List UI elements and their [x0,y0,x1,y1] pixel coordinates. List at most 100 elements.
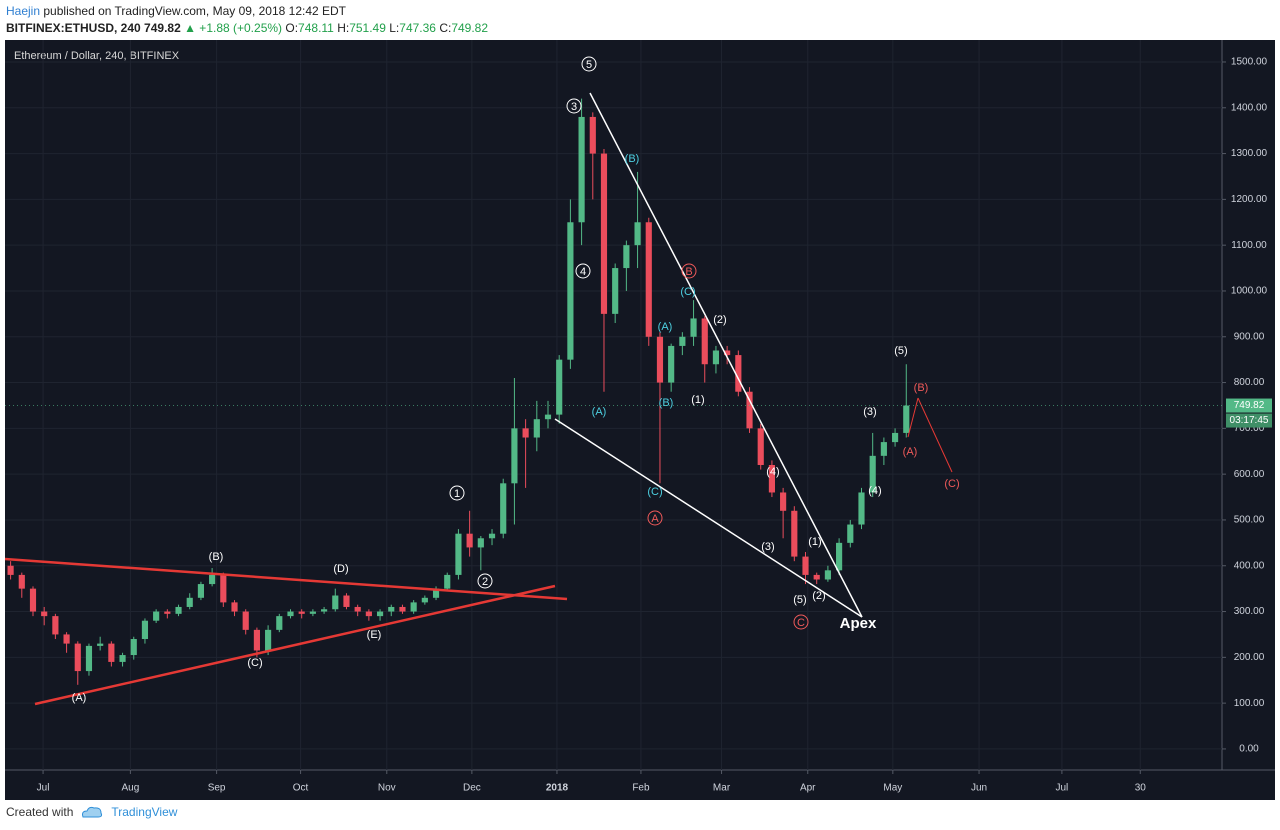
candle-body [455,533,462,575]
candle-body [500,483,507,534]
candle-body [332,595,339,610]
candle-body [623,245,630,269]
h-label: H: [337,21,350,35]
candle-body [97,643,104,646]
candle-body [343,595,350,607]
header: Haejin published on TradingView.com, May… [6,3,488,37]
candle-body [432,588,440,598]
last-price-box [1226,398,1272,413]
candle-body [376,611,384,617]
wave-label: (C) [647,486,662,498]
candle-body [209,574,216,585]
countdown: 03:17:45 [1230,415,1269,426]
candle-body [253,629,260,651]
wave-label: (B) [625,153,640,165]
wave-label: 3 [571,101,577,113]
wave-label: (5) [793,594,806,606]
candle-body [656,336,664,383]
wave-circle [575,263,591,279]
candle-body [880,442,887,456]
candle-body [287,611,294,617]
candle-body [298,611,305,614]
candle-body [153,611,160,621]
wave-circle [681,263,697,279]
wave-circle [566,98,582,114]
candle-body [231,602,238,612]
symbol: BITFINEX:ETHUSD, 240 [6,21,141,35]
wave-label: (B) [914,382,929,394]
y-tick-label: 1100.00 [1231,240,1267,251]
x-tick-label: Apr [800,783,816,794]
candle-body [477,538,484,548]
x-tick-label: 30 [1135,783,1147,794]
x-tick-label: Sep [208,783,226,794]
candle-body [309,611,316,614]
y-tick-label: 100.00 [1234,698,1265,709]
wave-label: (2) [812,590,825,602]
wave-label: (2) [713,314,726,326]
c-label: C: [439,21,452,35]
candle-body [869,455,876,493]
wave-label: C [797,617,805,629]
candle-body [52,616,59,635]
candle-body [7,565,14,575]
candle-body [466,533,473,548]
candle-body [712,350,720,365]
candle-body [735,355,742,392]
trend-line [34,584,556,706]
candle-body [589,116,596,154]
candle-body [85,645,93,672]
candle-body [556,359,563,415]
candle-body [701,318,708,365]
wave-circle [581,56,597,72]
brand-logo [82,806,103,818]
candle-body [444,574,451,589]
x-tick-label: Nov [378,783,396,794]
o-label: O: [285,21,299,35]
trend-line [907,397,919,438]
candle-body [612,268,619,314]
wave-label: B [685,266,692,278]
candle-body [802,556,809,575]
wave-label: (3) [863,406,876,418]
candle-body [847,524,854,543]
candle-body [365,611,372,617]
grid [5,40,1222,770]
y-tick-label: 1200.00 [1231,194,1268,205]
footer: Created with TradingView [6,805,177,819]
wave-label: A [651,513,659,525]
wave-label: (E) [367,629,382,641]
candle-body [768,464,776,493]
candle-body [108,643,115,662]
candle-body [74,643,81,672]
publish-line: Haejin published on TradingView.com, May… [6,3,488,20]
brand[interactable]: TradingView [111,805,178,819]
wave-label: (1) [691,394,704,406]
x-tick-label: Oct [293,783,309,794]
wave-label: (B) [209,551,224,563]
candle-body [421,597,428,603]
candle-body [668,345,675,383]
wave-label: (A) [72,692,87,704]
candle-body [679,336,686,346]
candle-body [119,655,126,662]
candle-body [544,414,552,420]
x-tick-label: Aug [121,783,139,794]
candle-body [522,428,529,438]
candle-body [197,584,205,598]
chart-title: Ethereum / Dollar, 240, BITFINEX [14,50,180,62]
x-tick-label: Jun [971,783,987,794]
published: published on TradingView.com, May 09, 20… [43,4,347,18]
quote-line: BITFINEX:ETHUSD, 240 749.82 ▲ +1.88 (+0.… [6,20,488,37]
wave-label: (D) [333,563,348,575]
wave-label: (C) [247,657,262,669]
candle-body [164,611,171,614]
x-tick-label: 2018 [546,783,569,794]
y-tick-label: 500.00 [1234,515,1265,526]
candle-body [533,419,540,438]
y-tick-label: 1300.00 [1231,148,1268,159]
wave-label: (A) [592,406,607,418]
candle-body [858,492,865,525]
author[interactable]: Haejin [6,4,41,18]
